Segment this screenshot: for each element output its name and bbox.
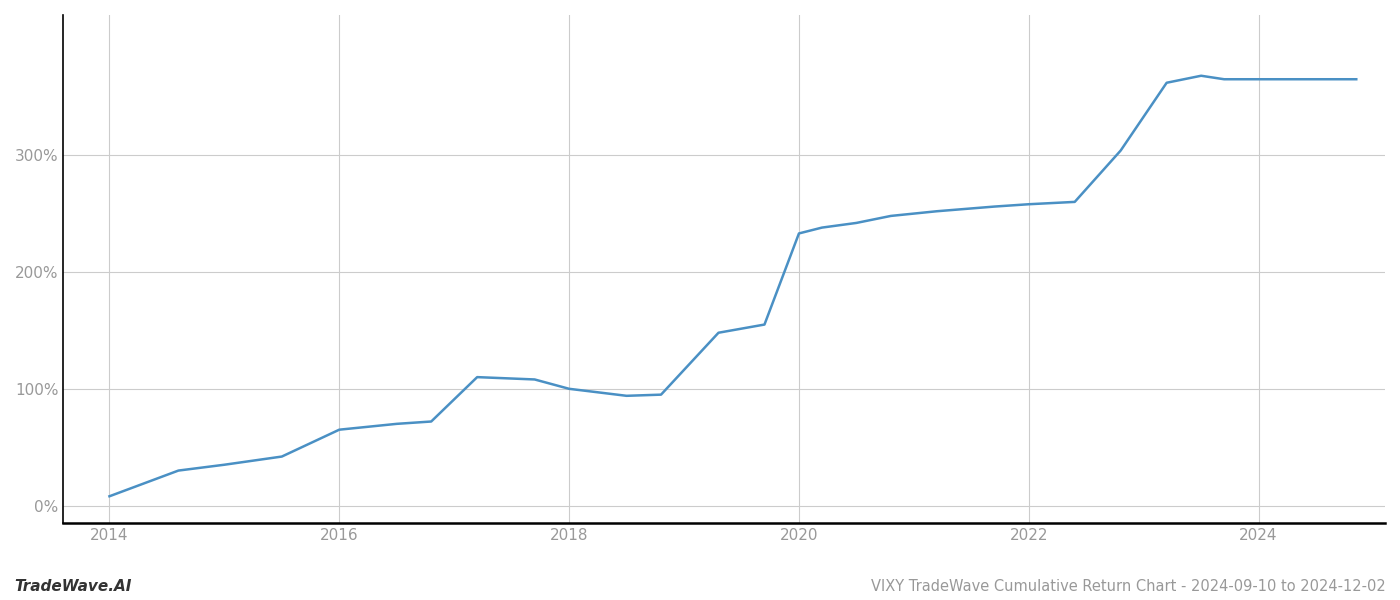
Text: VIXY TradeWave Cumulative Return Chart - 2024-09-10 to 2024-12-02: VIXY TradeWave Cumulative Return Chart -… <box>871 579 1386 594</box>
Text: TradeWave.AI: TradeWave.AI <box>14 579 132 594</box>
